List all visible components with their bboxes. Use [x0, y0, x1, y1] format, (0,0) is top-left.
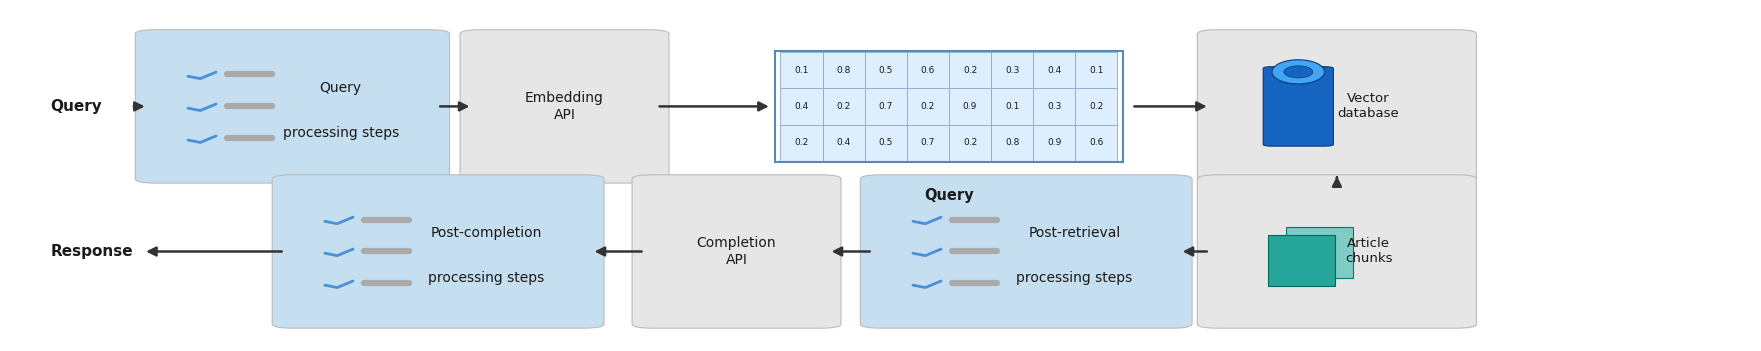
- Text: Query: Query: [925, 188, 974, 203]
- FancyBboxPatch shape: [136, 30, 449, 183]
- Text: Query: Query: [321, 80, 361, 94]
- FancyBboxPatch shape: [949, 52, 991, 88]
- FancyBboxPatch shape: [991, 52, 1034, 88]
- Text: 0.2: 0.2: [963, 138, 977, 147]
- Text: 0.1: 0.1: [1090, 66, 1104, 75]
- Text: 0.2: 0.2: [794, 138, 808, 147]
- Text: 0.6: 0.6: [1090, 138, 1104, 147]
- FancyBboxPatch shape: [907, 88, 949, 125]
- FancyBboxPatch shape: [822, 52, 865, 88]
- FancyBboxPatch shape: [632, 175, 842, 328]
- Text: 0.5: 0.5: [879, 66, 893, 75]
- FancyBboxPatch shape: [991, 88, 1034, 125]
- Text: 0.3: 0.3: [1006, 66, 1020, 75]
- Text: 0.4: 0.4: [1048, 66, 1062, 75]
- FancyBboxPatch shape: [822, 88, 865, 125]
- FancyBboxPatch shape: [1076, 88, 1118, 125]
- FancyBboxPatch shape: [861, 175, 1192, 328]
- FancyBboxPatch shape: [1263, 67, 1333, 146]
- Text: 0.2: 0.2: [963, 66, 977, 75]
- Text: processing steps: processing steps: [1016, 271, 1132, 285]
- FancyBboxPatch shape: [1034, 88, 1076, 125]
- Text: 0.5: 0.5: [879, 138, 893, 147]
- Text: Embedding
API: Embedding API: [525, 91, 604, 121]
- Text: 0.6: 0.6: [921, 66, 935, 75]
- Text: 0.4: 0.4: [836, 138, 851, 147]
- Text: 0.8: 0.8: [1006, 138, 1020, 147]
- FancyBboxPatch shape: [780, 125, 822, 161]
- FancyBboxPatch shape: [1034, 52, 1076, 88]
- Text: Response: Response: [49, 244, 132, 259]
- FancyBboxPatch shape: [865, 88, 907, 125]
- Text: processing steps: processing steps: [428, 271, 544, 285]
- FancyBboxPatch shape: [1268, 234, 1335, 286]
- FancyBboxPatch shape: [865, 125, 907, 161]
- FancyBboxPatch shape: [907, 125, 949, 161]
- FancyBboxPatch shape: [780, 52, 822, 88]
- FancyBboxPatch shape: [273, 175, 604, 328]
- FancyBboxPatch shape: [1286, 227, 1352, 278]
- Text: Post-retrieval: Post-retrieval: [1028, 226, 1120, 240]
- FancyBboxPatch shape: [1197, 30, 1476, 183]
- FancyBboxPatch shape: [865, 52, 907, 88]
- Text: Query: Query: [49, 99, 102, 114]
- Text: 0.2: 0.2: [921, 102, 935, 111]
- Text: Completion
API: Completion API: [697, 236, 777, 267]
- Text: Article
chunks: Article chunks: [1345, 238, 1393, 265]
- Text: 0.8: 0.8: [836, 66, 851, 75]
- FancyBboxPatch shape: [822, 125, 865, 161]
- Text: 0.7: 0.7: [921, 138, 935, 147]
- Text: 0.1: 0.1: [1006, 102, 1020, 111]
- Text: Post-completion: Post-completion: [431, 226, 542, 240]
- FancyBboxPatch shape: [1197, 175, 1476, 328]
- Ellipse shape: [1271, 60, 1324, 84]
- Text: 0.3: 0.3: [1048, 102, 1062, 111]
- Text: processing steps: processing steps: [282, 126, 398, 140]
- FancyBboxPatch shape: [907, 52, 949, 88]
- Text: 0.2: 0.2: [1090, 102, 1104, 111]
- Text: 0.7: 0.7: [879, 102, 893, 111]
- FancyBboxPatch shape: [1076, 52, 1118, 88]
- FancyBboxPatch shape: [780, 88, 822, 125]
- FancyBboxPatch shape: [949, 125, 991, 161]
- Text: Vector
database: Vector database: [1338, 92, 1400, 120]
- Text: 0.2: 0.2: [836, 102, 851, 111]
- FancyBboxPatch shape: [991, 125, 1034, 161]
- Text: 0.9: 0.9: [963, 102, 977, 111]
- FancyBboxPatch shape: [460, 30, 669, 183]
- FancyBboxPatch shape: [1034, 125, 1076, 161]
- FancyBboxPatch shape: [949, 88, 991, 125]
- Text: 0.4: 0.4: [794, 102, 808, 111]
- Text: 0.9: 0.9: [1048, 138, 1062, 147]
- Ellipse shape: [1284, 66, 1312, 78]
- Text: 0.1: 0.1: [794, 66, 808, 75]
- FancyBboxPatch shape: [1076, 125, 1118, 161]
